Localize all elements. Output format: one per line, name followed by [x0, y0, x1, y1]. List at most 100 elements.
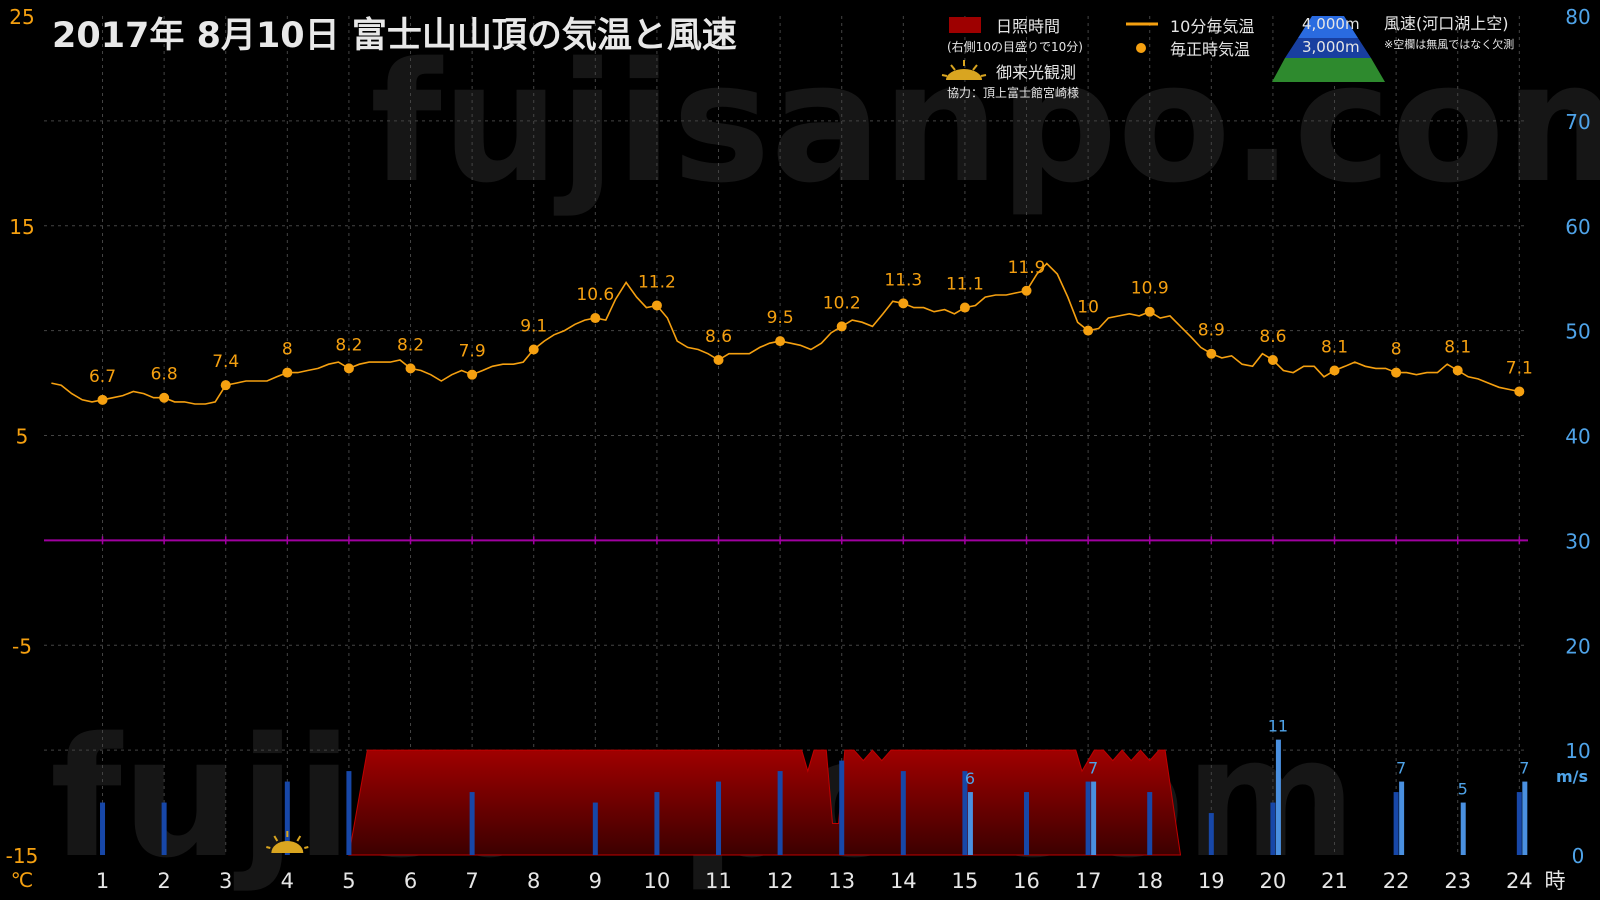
x-tick-label: 18	[1136, 869, 1163, 893]
y-right-unit: m/s	[1556, 767, 1588, 786]
wind-3000-bar	[839, 760, 845, 855]
wind-3000-bar	[1085, 781, 1091, 855]
x-tick-label: 9	[589, 869, 602, 893]
wind-4000-bar	[967, 792, 973, 855]
temp-hourly-point	[590, 313, 601, 324]
legend-alt-4000: 4,000m	[1302, 15, 1360, 33]
legend-wind-note: ※空欄は無風ではなく欠測	[1384, 37, 1514, 51]
watermark-top: fujisanpo.com	[370, 27, 1600, 219]
x-tick-label: 3	[219, 869, 232, 893]
legend-sunshine-note: (右側10の目盛りで10分)	[947, 39, 1083, 54]
wind-3000-bar	[1516, 792, 1522, 855]
temp-hourly-label: 10	[1077, 298, 1099, 318]
zero-line	[44, 536, 1528, 545]
wind-label: 5	[1458, 780, 1468, 799]
wind-label: 7	[1396, 759, 1406, 778]
temp-hourly-label: 7.1	[1506, 358, 1533, 378]
legend: 日照時間 (右側10の目盛りで10分) 10分毎気温 毎正時気温 御来光観測 協…	[941, 14, 1514, 100]
legend-alt-3000: 3,000m	[1302, 38, 1360, 56]
wind-3000-bar	[161, 802, 167, 855]
wind-3000-bar	[962, 771, 968, 855]
wind-3000-bar	[1147, 792, 1153, 855]
legend-sunshine-swatch	[949, 17, 981, 33]
temp-hourly-point	[343, 363, 354, 374]
x-tick-label: 5	[342, 869, 355, 893]
legend-sunshine-label: 日照時間	[996, 17, 1060, 36]
x-tick-label: 6	[404, 869, 417, 893]
legend-temp-hourly-dot	[1136, 43, 1146, 53]
temp-hourly-label: 10.6	[576, 285, 614, 305]
x-tick-label: 7	[465, 869, 478, 893]
temp-hourly-label: 10.9	[1131, 279, 1169, 299]
wind-label: 11	[1268, 717, 1288, 736]
wind-4000-bar	[1460, 802, 1466, 855]
wind-3000-bar	[777, 771, 783, 855]
temp-hourly-point	[1083, 325, 1094, 336]
wind-4000-bar	[1399, 781, 1405, 855]
x-tick-label: 2	[157, 869, 170, 893]
chart-title: 2017年 8月10日 富士山山頂の気温と風速	[52, 15, 737, 56]
wind-3000-bar	[284, 781, 290, 855]
wind-3000-bar	[1270, 802, 1276, 855]
x-tick-label: 10	[644, 869, 671, 893]
x-tick-label: 4	[281, 869, 294, 893]
temp-hourly-label: 11.9	[1008, 258, 1046, 278]
temp-hourly-label: 8.2	[335, 335, 362, 355]
x-tick-label: 14	[890, 869, 917, 893]
legend-temp-hourly-label: 毎正時気温	[1170, 40, 1250, 59]
temp-hourly-point	[1206, 348, 1217, 359]
temp-hourly-label: 8.1	[1444, 337, 1471, 357]
wind-3000-bar	[100, 802, 106, 855]
temp-hourly-point	[282, 367, 293, 378]
y-right-tick-label: 80	[1565, 5, 1590, 29]
temp-hourly-point	[651, 300, 662, 311]
wind-3000-bar	[1024, 792, 1030, 855]
temp-hourly-point	[1514, 386, 1525, 397]
goraiko-sun-ray	[296, 835, 302, 842]
x-tick-label: 24	[1506, 869, 1533, 893]
wind-3000-bar	[1208, 813, 1214, 855]
temp-hourly-label: 10.2	[823, 293, 861, 313]
y-right-tick-label: 30	[1565, 529, 1590, 553]
temp-hourly-label: 11.3	[884, 270, 922, 290]
wind-label: 6	[965, 769, 975, 788]
legend-wind-label: 風速(河口湖上空)	[1384, 14, 1509, 33]
x-tick-label: 1	[96, 869, 109, 893]
x-tick-label: 22	[1383, 869, 1410, 893]
wind-3000-bar	[346, 771, 352, 855]
y-right-tick-label: 70	[1565, 110, 1590, 134]
y-right-tick-label: 60	[1565, 215, 1590, 239]
temp-hourly-point	[1021, 285, 1032, 296]
goraiko-sun-ray	[273, 835, 279, 842]
temp-hourly-point	[97, 394, 108, 405]
temp-hourly-point	[528, 344, 539, 355]
temp-hourly-label: 11.1	[946, 275, 984, 295]
legend-temp10-label: 10分毎気温	[1170, 17, 1254, 36]
y-right-tick-label: 20	[1565, 634, 1590, 658]
temp-hourly-point	[467, 369, 478, 380]
temp-hourly-point	[1391, 367, 1402, 378]
temp-hourly-point	[220, 380, 231, 391]
temp-hourly-point	[1452, 365, 1463, 376]
y-right-tick-label: 10	[1565, 739, 1590, 763]
temp-hourly-point	[959, 302, 970, 313]
temp-hourly-label: 8.2	[397, 335, 424, 355]
legend-goraiko-label: 御来光観測	[996, 63, 1076, 82]
wind-3000-bar	[592, 802, 598, 855]
x-tick-label: 15	[952, 869, 979, 893]
temp-hourly-label: 9.5	[767, 308, 794, 328]
temp-hourly-point	[1267, 354, 1278, 365]
y-left-tick-label: -15	[6, 844, 39, 868]
temp-hourly-label: 7.4	[212, 352, 239, 372]
x-tick-label: 12	[767, 869, 794, 893]
temp-hourly-point	[775, 336, 786, 347]
y-right-tick-label: 50	[1565, 320, 1590, 344]
goraiko-sun-ray	[304, 846, 309, 849]
x-tick-label: 13	[828, 869, 855, 893]
x-tick-label: 17	[1075, 869, 1102, 893]
temperature-series: 6.7 6.8 7.4 8 8.2 8.2 7.9 9.1 10.6 11.2 8.6 9.5 10.2…	[51, 258, 1533, 405]
x-tick-label: 20	[1260, 869, 1287, 893]
temp-hourly-point	[836, 321, 847, 332]
x-tick-label: 11	[705, 869, 732, 893]
